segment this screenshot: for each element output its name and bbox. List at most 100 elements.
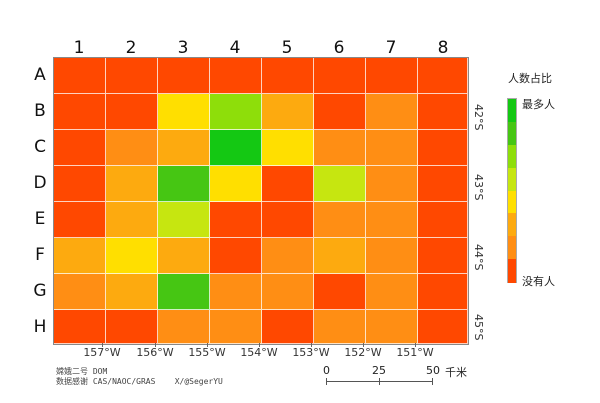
- grid-cell-D4: [210, 166, 262, 202]
- heat-grid: [53, 57, 469, 345]
- legend-swatch: [508, 190, 516, 214]
- scale-unit: 千米: [445, 366, 467, 379]
- legend-swatch: [508, 99, 516, 123]
- grid-cell-D3: [158, 166, 210, 202]
- longitude-tick: [155, 343, 156, 347]
- longitude-tick: [311, 343, 312, 347]
- grid-cell-E3: [158, 202, 210, 238]
- grid-cell-B3: [158, 94, 210, 130]
- legend-swatch: [508, 236, 516, 260]
- credit-line-2: 数据感谢 CAS/NAOC/GRAS X/@SegerYU: [56, 377, 223, 386]
- grid-cell-D7: [366, 166, 418, 202]
- latitude-label: 43°S: [472, 174, 485, 201]
- grid-cell-F7: [366, 238, 418, 274]
- grid-cell-F1: [54, 238, 106, 274]
- scale-label-0: 0: [323, 364, 330, 377]
- column-label-4: 4: [229, 38, 241, 58]
- longitude-tick: [207, 343, 208, 347]
- latitude-label: 42°S: [472, 104, 485, 131]
- longitude-label: 152°W: [344, 346, 382, 359]
- grid-cell-C8: [418, 130, 468, 166]
- grid-cell-A8: [418, 58, 468, 94]
- row-label-H: H: [33, 317, 47, 337]
- grid-cell-C4: [210, 130, 262, 166]
- grid-cell-A1: [54, 58, 106, 94]
- row-label-F: F: [35, 245, 45, 265]
- scale-tick-25: [379, 378, 380, 385]
- legend-min-label: 没有人: [522, 275, 555, 288]
- grid-cell-E7: [366, 202, 418, 238]
- grid-cell-E6: [314, 202, 366, 238]
- grid-cell-A5: [262, 58, 314, 94]
- legend-color-bar: [507, 98, 517, 283]
- grid-cell-G8: [418, 274, 468, 310]
- grid-cell-F8: [418, 238, 468, 274]
- grid-cell-G1: [54, 274, 106, 310]
- longitude-tick: [259, 343, 260, 347]
- grid-cell-D2: [106, 166, 158, 202]
- longitude-tick: [102, 343, 103, 347]
- grid-cell-A3: [158, 58, 210, 94]
- column-label-2: 2: [125, 38, 137, 58]
- latitude-label: 45°S: [472, 314, 485, 341]
- row-label-D: D: [33, 173, 47, 193]
- column-label-6: 6: [333, 38, 345, 58]
- grid-cell-F5: [262, 238, 314, 274]
- grid-cell-A6: [314, 58, 366, 94]
- grid-cell-A7: [366, 58, 418, 94]
- row-label-A: A: [34, 65, 46, 85]
- grid-cell-C2: [106, 130, 158, 166]
- grid-cell-D6: [314, 166, 366, 202]
- grid-cell-B8: [418, 94, 468, 130]
- grid-cell-F4: [210, 238, 262, 274]
- longitude-label: 154°W: [240, 346, 278, 359]
- grid-cell-E8: [418, 202, 468, 238]
- grid-cell-E4: [210, 202, 262, 238]
- column-label-5: 5: [281, 38, 293, 58]
- row-label-E: E: [34, 209, 46, 229]
- grid-cell-H3: [158, 310, 210, 344]
- grid-cell-E5: [262, 202, 314, 238]
- grid-cell-C3: [158, 130, 210, 166]
- column-label-7: 7: [385, 38, 397, 58]
- longitude-tick: [363, 343, 364, 347]
- grid-cell-B5: [262, 94, 314, 130]
- grid-cell-H2: [106, 310, 158, 344]
- grid-cell-G6: [314, 274, 366, 310]
- legend-swatch: [508, 144, 516, 169]
- grid-cell-H5: [262, 310, 314, 344]
- grid-cell-G7: [366, 274, 418, 310]
- grid-cell-G3: [158, 274, 210, 310]
- grid-cell-B4: [210, 94, 262, 130]
- grid-cell-G2: [106, 274, 158, 310]
- legend-swatch: [508, 259, 516, 283]
- grid-cell-F3: [158, 238, 210, 274]
- row-label-G: G: [33, 281, 47, 301]
- grid-cell-H8: [418, 310, 468, 344]
- grid-cell-F2: [106, 238, 158, 274]
- grid-cell-E1: [54, 202, 106, 238]
- credit-line-1: 嫦娥二号 DOM: [56, 367, 108, 376]
- scale-label-25: 25: [372, 364, 386, 377]
- grid-cell-E2: [106, 202, 158, 238]
- legend-max-label: 最多人: [522, 98, 555, 111]
- grid-cell-D8: [418, 166, 468, 202]
- grid-cell-D1: [54, 166, 106, 202]
- longitude-label: 155°W: [188, 346, 226, 359]
- grid-cell-A4: [210, 58, 262, 94]
- grid-cell-H7: [366, 310, 418, 344]
- grid-cell-F6: [314, 238, 366, 274]
- grid-cell-B7: [366, 94, 418, 130]
- row-label-C: C: [34, 137, 46, 157]
- column-label-8: 8: [437, 38, 449, 58]
- scale-tick-50: [432, 378, 433, 385]
- grid-cell-C7: [366, 130, 418, 166]
- grid-cell-C6: [314, 130, 366, 166]
- row-label-B: B: [34, 101, 46, 121]
- grid-cell-H6: [314, 310, 366, 344]
- legend-swatch: [508, 121, 516, 146]
- grid-cell-B6: [314, 94, 366, 130]
- grid-cell-C1: [54, 130, 106, 166]
- scale-tick-0: [326, 378, 327, 385]
